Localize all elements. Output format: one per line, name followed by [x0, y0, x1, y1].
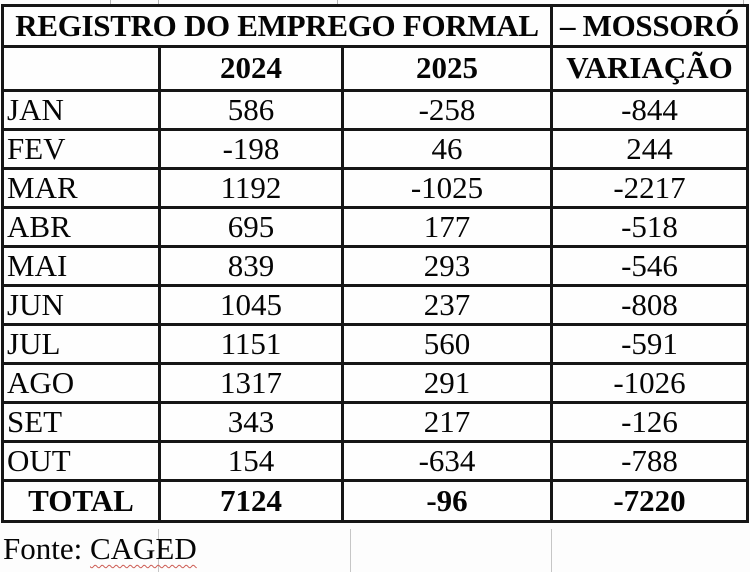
table-row: AGO 1317 291 -1026 — [1, 362, 749, 404]
month-cell: MAI — [1, 245, 161, 287]
variacao-cell: -126 — [550, 401, 749, 443]
total-2025-cell: -96 — [341, 479, 553, 523]
variacao-cell: -1026 — [550, 362, 749, 404]
header-2024: 2024 — [158, 45, 344, 92]
gridline-stub — [743, 0, 744, 5]
table-title-row: REGISTRO DO EMPREGO FORMAL – MOSSORÓ — [1, 4, 749, 48]
variacao-cell: -808 — [550, 284, 749, 326]
table-row: MAI 839 293 -546 — [1, 245, 749, 287]
value-2024-cell: 154 — [158, 440, 344, 482]
value-2024-cell: 1045 — [158, 284, 344, 326]
table-row: OUT 154 -634 -788 — [1, 440, 749, 482]
value-2024-cell: 1317 — [158, 362, 344, 404]
gridline-stub — [337, 0, 338, 5]
employment-table: REGISTRO DO EMPREGO FORMAL – MOSSORÓ 202… — [1, 4, 749, 523]
value-2025-cell: 293 — [341, 245, 553, 287]
footer-row: Fonte: CAGED — [0, 529, 750, 572]
value-2024-cell: 695 — [158, 206, 344, 248]
month-cell: JUL — [1, 323, 161, 365]
value-2024-cell: 1192 — [158, 167, 344, 209]
value-2025-cell: 237 — [341, 284, 553, 326]
table-row: SET 343 217 -126 — [1, 401, 749, 443]
gridline-stub — [158, 0, 159, 5]
month-cell: SET — [1, 401, 161, 443]
variacao-cell: -2217 — [550, 167, 749, 209]
variacao-cell: -518 — [550, 206, 749, 248]
table-total-row: TOTAL 7124 -96 -7220 — [1, 479, 749, 523]
month-cell: JUN — [1, 284, 161, 326]
footer-gridline — [551, 529, 552, 572]
value-2024-cell: 586 — [158, 89, 344, 131]
value-2025-cell: 217 — [341, 401, 553, 443]
table-header-row: 2024 2025 VARIAÇÃO — [1, 45, 749, 92]
table-title-left: REGISTRO DO EMPREGO FORMAL — [1, 4, 553, 48]
value-2025-cell: -1025 — [341, 167, 553, 209]
gridline-stub — [110, 0, 111, 5]
footer-gridline — [350, 529, 351, 572]
table-row: JAN 586 -258 -844 — [1, 89, 749, 131]
total-variacao-cell: -7220 — [550, 479, 749, 523]
value-2025-cell: 291 — [341, 362, 553, 404]
header-2025: 2025 — [341, 45, 553, 92]
header-month — [1, 45, 161, 92]
value-2024-cell: -198 — [158, 128, 344, 170]
month-cell: FEV — [1, 128, 161, 170]
table-title-right: – MOSSORÓ — [550, 4, 749, 48]
total-label-cell: TOTAL — [1, 479, 161, 523]
variacao-cell: -546 — [550, 245, 749, 287]
source-value: CAGED — [89, 531, 197, 566]
month-cell: OUT — [1, 440, 161, 482]
value-2024-cell: 839 — [158, 245, 344, 287]
value-2025-cell: 177 — [341, 206, 553, 248]
value-2024-cell: 1151 — [158, 323, 344, 365]
table-row: ABR 695 177 -518 — [1, 206, 749, 248]
header-variacao: VARIAÇÃO — [550, 45, 749, 92]
footer-gridline — [158, 529, 159, 572]
variacao-cell: 244 — [550, 128, 749, 170]
table-row: MAR 1192 -1025 -2217 — [1, 167, 749, 209]
variacao-cell: -788 — [550, 440, 749, 482]
month-cell: AGO — [1, 362, 161, 404]
variacao-cell: -844 — [550, 89, 749, 131]
variacao-cell: -591 — [550, 323, 749, 365]
value-2025-cell: 560 — [341, 323, 553, 365]
month-cell: MAR — [1, 167, 161, 209]
total-2024-cell: 7124 — [158, 479, 344, 523]
source-note: Fonte: CAGED — [3, 531, 197, 567]
month-cell: JAN — [1, 89, 161, 131]
table-row: JUN 1045 237 -808 — [1, 284, 749, 326]
value-2025-cell: -258 — [341, 89, 553, 131]
table-row: JUL 1151 560 -591 — [1, 323, 749, 365]
value-2024-cell: 343 — [158, 401, 344, 443]
value-2025-cell: -634 — [341, 440, 553, 482]
month-cell: ABR — [1, 206, 161, 248]
value-2025-cell: 46 — [341, 128, 553, 170]
table-row: FEV -198 46 244 — [1, 128, 749, 170]
source-label: Fonte: — [3, 531, 90, 566]
